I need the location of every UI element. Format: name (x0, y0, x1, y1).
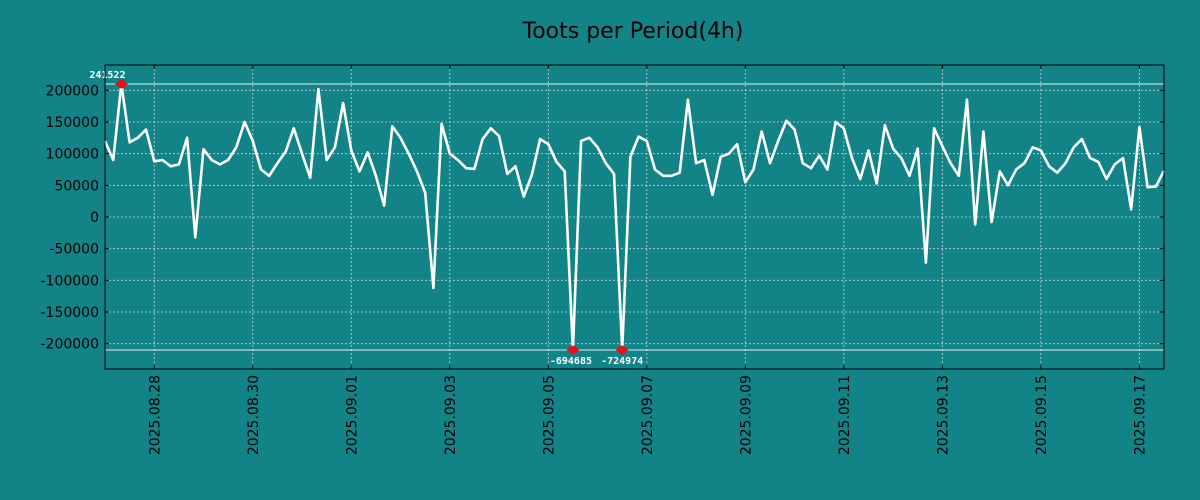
annotation-markers: 241522 -694685 -724974 (89, 70, 643, 367)
y-tick-label: 150000 (46, 115, 99, 131)
annotation-label: 241522 (89, 70, 125, 81)
x-tick-label: 2025.09.15 (1034, 375, 1050, 455)
x-axis: 2025.08.28 2025.08.30 2025.09.01 2025.09.03… (147, 65, 1148, 455)
y-axis: 200000 150000 100000 50000 0 -50000 -100000 -15… (41, 83, 1164, 353)
x-tick-label: 2025.08.30 (246, 375, 262, 455)
x-tick-label: 2025.09.03 (443, 375, 459, 455)
y-tick-label: 200000 (46, 83, 99, 99)
y-tick-label: -100000 (41, 273, 100, 289)
x-tick-label: 2025.09.01 (344, 375, 360, 455)
y-tick-label: 100000 (46, 147, 99, 163)
y-tick-label: 50000 (54, 178, 99, 194)
x-tick-label: 2025.09.11 (837, 375, 853, 455)
grid (105, 65, 1164, 369)
x-tick-label: 2025.08.28 (147, 375, 163, 455)
x-tick-label: 2025.09.13 (935, 375, 951, 455)
y-tick-label: 0 (90, 210, 99, 226)
y-tick-label: -150000 (41, 305, 100, 321)
reference-lines (105, 83, 1164, 351)
annotation-label: -694685 (550, 356, 592, 367)
series-line-toots (103, 82, 1166, 352)
x-tick-label: 2025.09.17 (1132, 375, 1148, 455)
x-tick-label: 2025.09.05 (541, 375, 557, 455)
x-tick-label: 2025.09.07 (640, 375, 656, 455)
chart-title: Toots per Period(4h) (522, 19, 744, 44)
annotation-label: -724974 (601, 356, 643, 367)
y-tick-label: -50000 (49, 242, 99, 258)
x-tick-label: 2025.09.09 (738, 375, 754, 455)
y-tick-label: -200000 (41, 337, 100, 353)
series-layer (103, 82, 1166, 352)
